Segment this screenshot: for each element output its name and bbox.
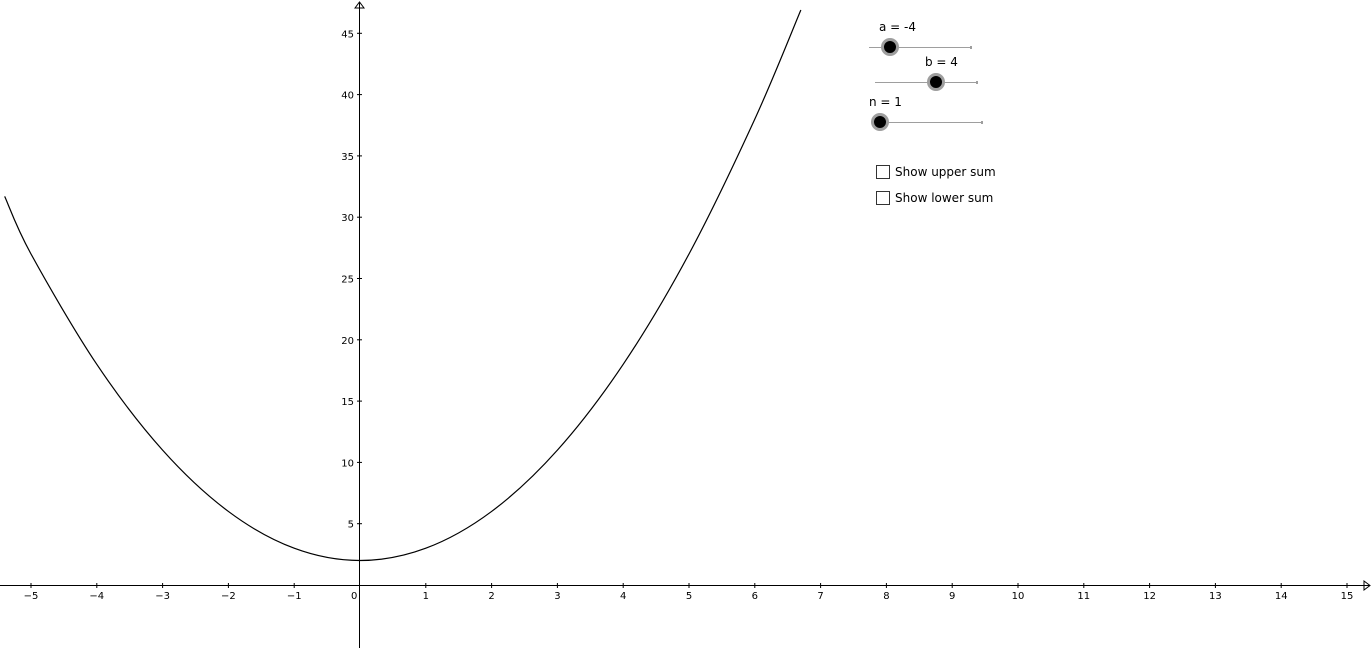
x-tick-label: 2 [488, 591, 494, 602]
slider-n-track[interactable] [880, 121, 983, 124]
x-tick-label: 0 [351, 591, 357, 602]
y-axis-arrow [354, 1, 365, 9]
tick-labels: −5 −4 −3 −2 −1 0 1 2 3 4 5 6 7 8 9 10 11 12 13 14 1551015202… [24, 29, 1354, 602]
y-tick-label: 10 [341, 458, 354, 469]
show-upper-sum-row[interactable]: Show upper sum [876, 165, 996, 179]
show-lower-sum-label[interactable]: Show lower sum [895, 191, 994, 205]
slider-a-label: a = -4 [879, 20, 917, 34]
x-tick-label: 5 [686, 591, 692, 602]
show-lower-sum-row[interactable]: Show lower sum [876, 191, 993, 205]
show-lower-sum-checkbox[interactable] [876, 191, 890, 205]
slider-b-track[interactable] [875, 81, 978, 84]
slider-b-label: b = 4 [925, 55, 958, 69]
x-tick-label: 15 [1341, 591, 1354, 602]
x-tick-label: 7 [817, 591, 823, 602]
y-tick-label: 25 [341, 275, 354, 286]
x-tick-label: −5 [24, 591, 39, 602]
slider-a-track[interactable] [869, 46, 972, 49]
slider-n-label: n = 1 [869, 95, 902, 109]
slider-a-knob[interactable] [881, 38, 899, 56]
tick-marks [30, 32, 1348, 588]
y-tick-label: 20 [341, 336, 354, 347]
y-tick-label: 40 [341, 91, 354, 102]
x-tick-label: −2 [221, 591, 236, 602]
function-curve[interactable] [4, 9, 802, 562]
x-tick-label: 10 [1012, 591, 1025, 602]
x-axis-arrow [1363, 580, 1371, 591]
show-upper-sum-checkbox[interactable] [876, 165, 890, 179]
x-tick-label: −1 [287, 591, 302, 602]
slider-b-knob[interactable] [927, 73, 945, 91]
x-tick-label: 9 [949, 591, 955, 602]
x-tick-label: 11 [1077, 591, 1090, 602]
x-tick-label: −4 [89, 591, 104, 602]
y-tick-label: 45 [341, 29, 354, 40]
x-tick-label: 3 [554, 591, 560, 602]
y-tick-label: 15 [341, 397, 354, 408]
y-tick-label: 5 [348, 520, 354, 531]
x-tick-label: 1 [423, 591, 429, 602]
x-tick-label: 12 [1143, 591, 1156, 602]
x-tick-label: 4 [620, 591, 626, 602]
x-tick-label: 14 [1275, 591, 1288, 602]
x-tick-label: 8 [883, 591, 889, 602]
slider-n-knob[interactable] [871, 113, 889, 131]
x-tick-label: −3 [155, 591, 170, 602]
x-tick-label: 6 [752, 591, 758, 602]
y-tick-label: 35 [341, 152, 354, 163]
x-tick-label: 13 [1209, 591, 1222, 602]
y-tick-label: 30 [341, 213, 354, 224]
show-upper-sum-label[interactable]: Show upper sum [895, 165, 996, 179]
